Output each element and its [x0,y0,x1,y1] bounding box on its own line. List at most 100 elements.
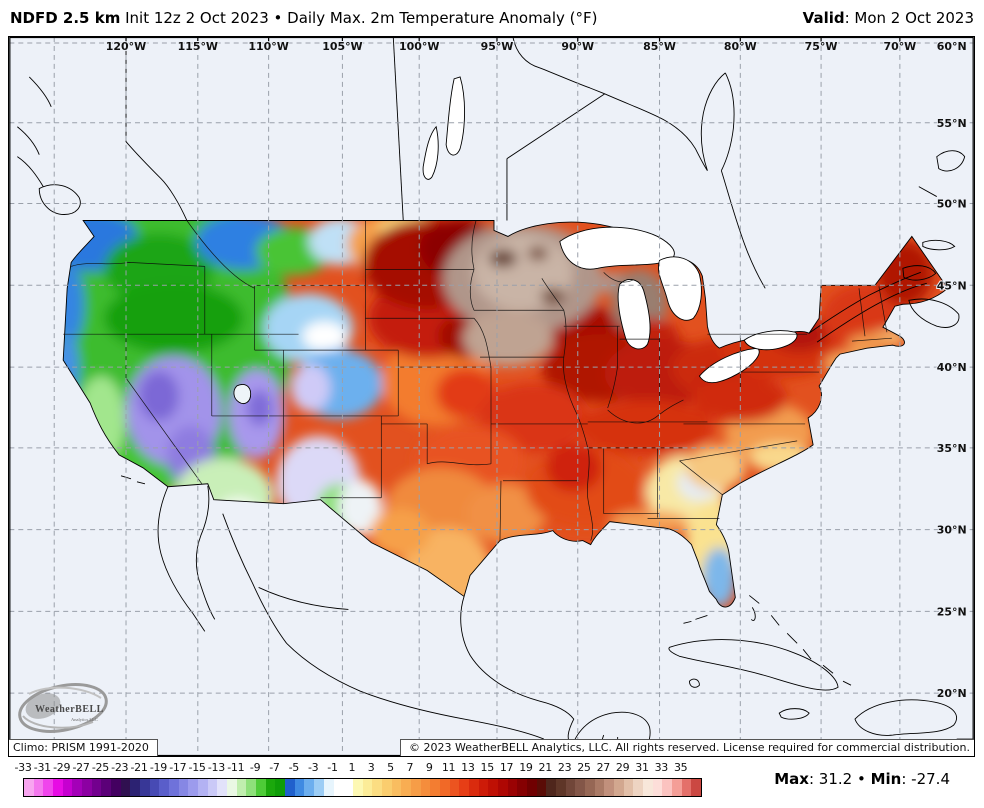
logo-subtext: Analytics LLC [71,717,98,722]
colorbar-tick-label: 15 [480,761,495,774]
colorbar-tick-label: -1 [327,761,338,774]
bahamas [749,595,973,740]
region-ms-red-core [545,443,602,492]
ont-que-border [720,170,766,289]
colorbar-tick-label: -23 [111,761,129,774]
colorbar-cell [333,779,344,796]
colorbar-cell [140,779,150,796]
colorbar-cell [536,779,547,796]
colorbar-cell [507,779,518,796]
lake-huron [658,256,702,321]
latitude-label: 25°N [937,605,967,618]
colorbar-cell [420,779,431,796]
min-label: Min [870,770,902,788]
latitude-label: 45°N [937,279,967,292]
colorbar-cell [256,779,266,796]
colorbar-cell [188,779,199,796]
gaspe-peninsula [902,265,937,281]
latitude-label: 60°N [937,40,967,53]
colorbar-cell [488,779,498,796]
colorbar-tick-label: 21 [538,761,553,774]
colorbar-cell [439,779,450,796]
colorbar-cell [468,779,479,796]
colorbar-tick-label: -7 [269,761,280,774]
longitude-label: 120°W [106,40,146,53]
colorbar-cell [265,779,276,796]
colorbar-cell [633,779,643,796]
longitude-label: 100°W [399,40,439,53]
colorbar-cell [33,779,44,796]
colorbar-cell [555,779,566,796]
colorbar-tick-label: -15 [188,761,206,774]
jamaica [778,708,810,720]
colorbar-tick-label: 31 [635,761,649,774]
region-brown-patch-1 [489,249,517,268]
region-ky-tn-red [577,399,714,456]
colorbar-cell [72,779,83,796]
valid-value: : Mon 2 Oct 2023 [844,9,974,27]
min-value: : -27.4 [901,770,950,788]
colorbar-cell [478,779,489,796]
max-min-readout: Max: 31.2 • Min: -27.4 [774,770,950,788]
colorbar-cell [681,779,692,796]
map-container: 120°W 115°W 110°W 105°W 100°W 95°W 90°W 85°W 80°… [8,36,975,757]
colorbar-tick-label: -29 [53,761,71,774]
colorbar-cell [227,779,237,796]
colorbar-tick-label: 11 [441,761,456,774]
colorbar-tick-label: -5 [288,761,300,774]
longitude-label: 105°W [322,40,362,53]
colorbar-cell [449,779,460,796]
florida-keys [683,614,708,624]
colorbar-cell [236,779,247,796]
bullet-separator: • [852,770,871,788]
latitude-label: 35°N [937,442,967,455]
region-va-red [691,374,788,422]
colorbar [23,778,702,797]
anomaly-map: 120°W 115°W 110°W 105°W 100°W 95°W 90°W 85°W 80°… [9,37,974,756]
anticosti-island [922,239,956,251]
colorbar-tick-labels: -33 -31 -29 -27 -25 -23 -21 -19 -17 -15 -13 -11 -9 -7… [0,761,984,776]
colorbar-cell [130,779,141,796]
colorbar-cell [178,779,189,796]
colorbar-tick-label: 23 [557,761,572,774]
colorbar-cell [575,779,585,796]
copyright-label: © 2023 WeatherBELL Analytics, LLC. All r… [400,739,974,756]
colorbar-tick-label: 1 [348,761,356,774]
colorbar-tick-label: -21 [130,761,148,774]
region-ks-red-core [436,368,496,418]
colorbar-tick-label: -3 [307,761,319,774]
colorbar-tick-label: 29 [615,761,630,774]
colorbar-cell [285,779,295,796]
colorbar-cell [62,779,73,796]
colorbar-cell [352,779,363,796]
colorbar-cell [294,779,305,796]
latitude-label: 40°N [937,361,967,374]
logo-text: WeatherBELL [35,704,104,715]
baja-california [157,485,216,632]
hispaniola [854,699,957,736]
nova-scotia [908,298,960,328]
region-ia-brown-edge [463,310,553,367]
great-salt-lake [233,384,252,404]
colorbar-cell [497,779,508,796]
colorbar-cell [643,779,653,796]
colorbar-tick-label: -13 [207,761,225,774]
colorbar-cell [246,779,257,796]
colorbar-tick-label: 13 [461,761,475,774]
colorbar-cell [91,779,102,796]
colorbar-cell [410,779,421,796]
product-name: NDFD 2.5 km [10,9,121,27]
region-or-coast-blue [63,264,85,345]
colorbar-cell [662,779,673,796]
colorbar-cell [459,779,469,796]
colorbar-cell [623,779,634,796]
colorbar-cell [565,779,576,796]
max-label: Max [774,770,809,788]
region-fl-blue [702,547,737,608]
us-outline [62,220,949,608]
colorbar-cell [672,779,682,796]
page-title: NDFD 2.5 km Init 12z 2 Oct 2023 • Daily … [10,9,598,27]
longitude-label: 85°W [643,40,676,53]
lake-manitoba [422,125,439,180]
colorbar-tick-label: -31 [33,761,51,774]
